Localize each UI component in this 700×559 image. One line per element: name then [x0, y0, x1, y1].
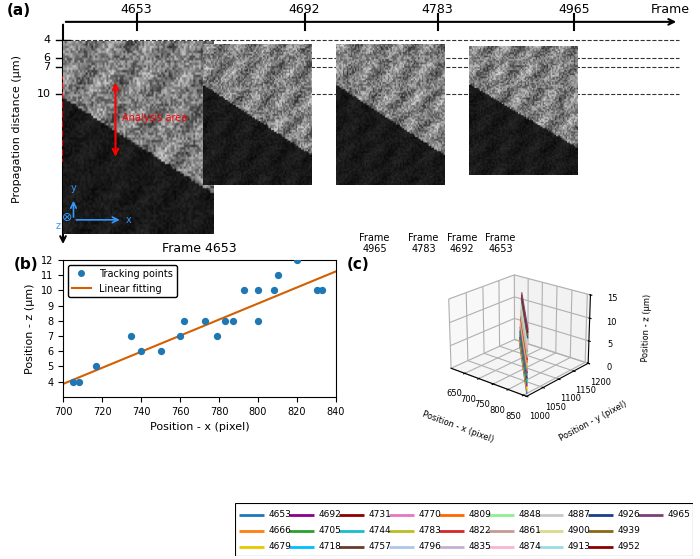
Text: z: z: [55, 221, 61, 231]
Text: Frame: Frame: [650, 3, 690, 16]
Point: [67, 377, 78, 386]
Text: x: x: [126, 215, 132, 225]
Text: 7: 7: [43, 62, 50, 72]
Text: 4809: 4809: [468, 510, 491, 519]
Text: 4848: 4848: [518, 510, 541, 519]
Text: (a): (a): [7, 3, 31, 17]
Text: ⊗: ⊗: [62, 211, 73, 224]
Text: (c): (c): [346, 258, 370, 272]
Point: [253, 286, 264, 295]
Text: 4874: 4874: [518, 542, 541, 551]
Text: (b): (b): [14, 258, 38, 272]
Text: 10: 10: [36, 89, 50, 99]
Point: [135, 347, 146, 356]
Y-axis label: Position - y (pixel): Position - y (pixel): [558, 400, 629, 443]
Text: 4900: 4900: [568, 526, 591, 535]
Text: 4926: 4926: [618, 510, 640, 519]
Point: [126, 331, 137, 340]
Text: 4783: 4783: [419, 526, 441, 535]
Text: 4692: 4692: [288, 3, 321, 16]
Text: 4718: 4718: [318, 542, 342, 551]
Text: 4965: 4965: [668, 510, 691, 519]
Text: 4770: 4770: [419, 510, 441, 519]
Point: [253, 316, 264, 325]
Text: 4705: 4705: [318, 526, 342, 535]
Text: 4835: 4835: [468, 542, 491, 551]
Title: Frame 4653: Frame 4653: [162, 241, 237, 254]
Text: 4692: 4692: [318, 510, 342, 519]
Text: 4965: 4965: [558, 3, 590, 16]
Point: [178, 316, 190, 325]
Point: [90, 362, 101, 371]
Text: Frame
4692: Frame 4692: [447, 233, 477, 254]
Bar: [63, 77, 214, 162]
Text: 4783: 4783: [421, 3, 454, 16]
Point: [311, 286, 322, 295]
Y-axis label: Position - z (μm): Position - z (μm): [25, 283, 35, 373]
Text: y: y: [71, 183, 76, 193]
Point: [227, 316, 238, 325]
Text: 4653: 4653: [120, 3, 153, 16]
Point: [174, 331, 186, 340]
Point: [219, 316, 230, 325]
Text: 4653: 4653: [269, 510, 292, 519]
Text: Frame
4965: Frame 4965: [359, 233, 390, 254]
X-axis label: Position - x (pixel): Position - x (pixel): [421, 410, 495, 444]
Text: 4666: 4666: [269, 526, 292, 535]
Text: 4952: 4952: [618, 542, 640, 551]
Text: Propagation distance (μm): Propagation distance (μm): [13, 55, 22, 202]
Text: 4: 4: [43, 35, 50, 45]
Text: 4822: 4822: [468, 526, 491, 535]
Text: 4679: 4679: [269, 542, 292, 551]
Point: [291, 255, 302, 264]
Text: 4939: 4939: [618, 526, 640, 535]
Point: [272, 271, 283, 280]
Text: 4796: 4796: [419, 542, 441, 551]
Text: 4887: 4887: [568, 510, 591, 519]
Point: [268, 286, 279, 295]
Text: Frame
4783: Frame 4783: [408, 233, 439, 254]
Point: [316, 286, 328, 295]
Text: 4757: 4757: [369, 542, 391, 551]
Text: Analysis area: Analysis area: [122, 113, 188, 124]
Text: 4731: 4731: [369, 510, 391, 519]
X-axis label: Position - x (pixel): Position - x (pixel): [150, 422, 249, 432]
Point: [211, 331, 223, 340]
Point: [199, 316, 211, 325]
Text: 6: 6: [43, 53, 50, 63]
Point: [155, 347, 166, 356]
Point: [239, 286, 250, 295]
Point: [73, 377, 84, 386]
Legend: Tracking points, Linear fitting: Tracking points, Linear fitting: [68, 265, 176, 297]
Text: 4913: 4913: [568, 542, 591, 551]
Text: 4861: 4861: [518, 526, 541, 535]
Text: 4744: 4744: [369, 526, 391, 535]
Text: Frame
4653: Frame 4653: [485, 233, 516, 254]
